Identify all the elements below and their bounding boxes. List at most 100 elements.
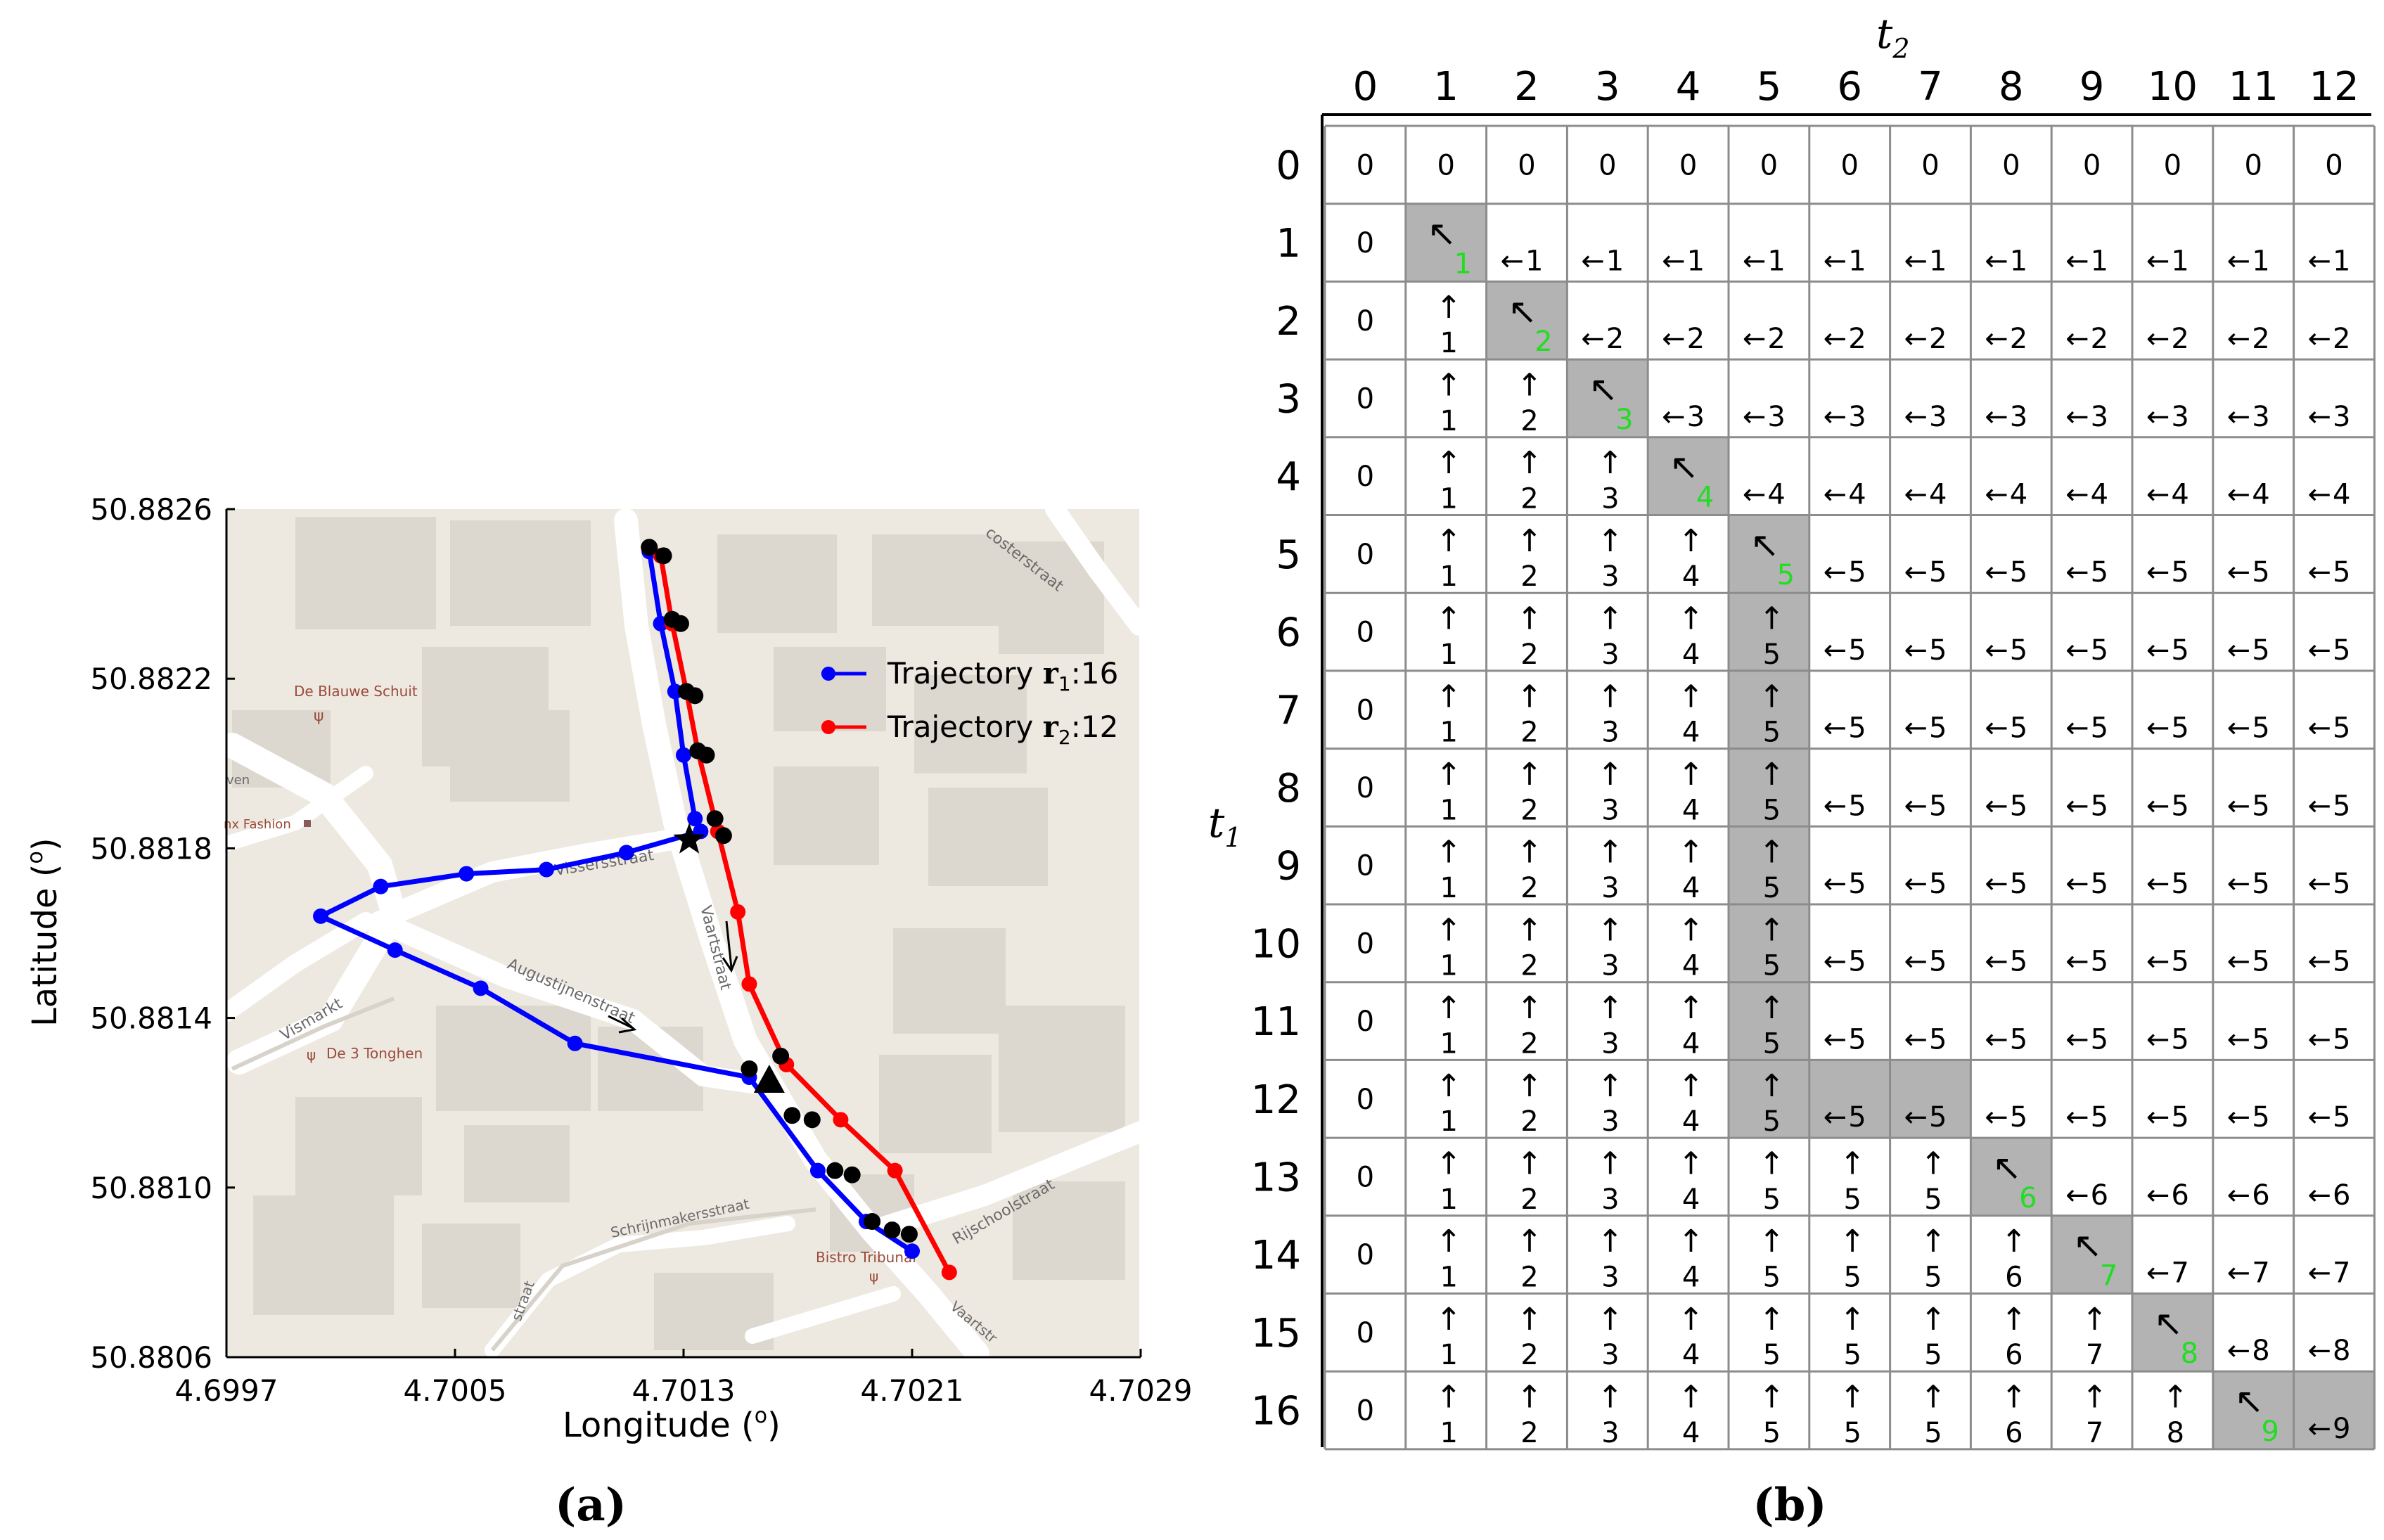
shaded-cell [1729,904,1809,982]
x-tick-label: 4.7005 [404,1373,507,1408]
cell-value: 2 [1520,1417,1538,1449]
left-arrow-icon: ← [2146,1023,2170,1055]
row-header-t1: 13 [1251,1155,1301,1200]
label-de-blauwe-schuit: De Blauwe Schuit [294,683,418,700]
diagonal-arrow-icon: ↖ [1508,291,1537,332]
cell-value: 7 [2252,1257,2269,1290]
cell-value: 4 [1696,482,1714,514]
row-header-t1: 16 [1251,1389,1301,1435]
left-arrow-icon: ← [1662,323,1686,355]
up-arrow-icon: ↑ [1597,1068,1623,1104]
up-arrow-icon: ↑ [1597,601,1623,637]
cell-value: 2 [1520,950,1538,982]
legend-entry-r1: Trajectory r1:16 [821,656,1118,695]
up-arrow-icon: ↑ [1597,1224,1623,1259]
cell-value: 1 [1440,1417,1457,1449]
left-arrow-icon: ← [2227,1179,2251,1212]
cell-value: 2 [1520,1105,1538,1138]
cell-value: 4 [1682,639,1700,671]
cell-value: 1 [1440,560,1457,593]
left-arrow-icon: ← [2307,1179,2331,1212]
left-arrow-icon: ← [1500,245,1524,277]
up-arrow-icon: ↑ [1840,1146,1866,1181]
row-header-t1: 5 [1276,532,1301,578]
matched-point [698,746,715,764]
cell-value: 0 [1357,227,1374,259]
left-arrow-icon: ← [2146,1179,2170,1212]
diagonal-arrow-icon: ↖ [1427,213,1456,254]
up-arrow-icon: ↑ [1436,1224,1462,1259]
up-arrow-icon: ↑ [1759,1068,1785,1104]
cell-value: 5 [2252,634,2269,667]
left-arrow-icon: ← [1743,323,1767,355]
cell-value: 7 [2333,1257,2350,1290]
left-arrow-icon: ← [1985,479,2008,511]
cell-value: 0 [2083,149,2101,181]
svg-text:Trajectory r1:16: Trajectory r1:16 [887,656,1118,695]
left-arrow-icon: ← [2146,634,2170,667]
cell-value: 4 [1682,717,1700,749]
cell-value: 0 [1357,1006,1374,1038]
matched-point [843,1166,861,1183]
cell-value: 9 [2333,1413,2350,1445]
cell-value: 1 [1454,248,1471,280]
column-header-t2: 10 [2148,64,2198,110]
cell-value: 0 [2325,149,2343,181]
cell-value: 0 [1921,149,1939,181]
up-arrow-icon: ↑ [2001,1380,2027,1416]
left-arrow-icon: ← [2227,1335,2251,1367]
left-arrow-icon: ← [1662,245,1686,277]
up-arrow-icon: ↑ [1759,1302,1785,1337]
shaded-cell [1729,515,1809,593]
matched-point [826,1162,844,1179]
direction-arrows [608,920,738,1034]
cell-value: 5 [2010,946,2027,978]
left-arrow-icon: ← [1985,946,2008,978]
cell-value: 7 [2100,1260,2117,1292]
restaurant-icon-2: ψ [307,1046,316,1063]
up-arrow-icon: ↑ [2001,1302,2027,1337]
cell-value: 5 [2252,556,2269,589]
cell-value: 4 [1682,1027,1700,1060]
cell-value: 5 [1843,1417,1861,1449]
shaded-cell [2293,1371,2375,1449]
map-minor-roads [231,996,816,1352]
up-arrow-icon: ↑ [1678,835,1704,871]
left-arrow-icon: ← [1985,712,2008,745]
left-arrow-icon: ← [1904,556,1928,589]
trajectory-line-r1 [318,551,914,1254]
row-header-t1: 11 [1251,999,1301,1045]
up-arrow-icon: ↑ [1840,1302,1866,1337]
trajectory-point-r2 [833,1112,849,1128]
up-arrow-icon: ↑ [1921,1380,1947,1416]
cell-value: 7 [2171,1257,2188,1290]
up-arrow-icon: ↑ [1436,757,1462,793]
up-arrow-icon: ↑ [1436,1302,1462,1337]
cell-value: 1 [1440,1183,1457,1216]
up-arrow-icon: ↑ [1436,679,1462,714]
left-arrow-icon: ← [1904,946,1928,978]
cell-value: 4 [2010,479,2027,511]
cell-value: 0 [2164,149,2181,181]
cell-value: 0 [1357,539,1374,571]
cell-value: 0 [1357,149,1374,181]
cell-value: 3 [2091,401,2108,433]
cell-value: 2 [1520,639,1538,671]
left-arrow-icon: ← [2307,790,2331,822]
up-arrow-icon: ↑ [1597,835,1623,871]
cell-value: 3 [2010,401,2027,433]
y-axis-label: Latitude (o) [23,838,65,1027]
cell-value: 5 [2091,946,2108,978]
left-arrow-icon: ← [2307,401,2331,433]
cell-value: 8 [2333,1335,2350,1367]
cell-value: 5 [2333,868,2350,900]
label-de-3-tonghen: De 3 Tonghen [326,1045,423,1062]
cell-value: 2 [1848,323,1866,355]
cell-value: 3 [1848,401,1866,433]
cell-value: 5 [2252,1023,2269,1055]
left-arrow-icon: ← [1904,1023,1928,1055]
cell-value: 5 [1777,559,1795,591]
up-arrow-icon: ↑ [1921,1146,1947,1181]
up-arrow-icon: ↑ [1759,912,1785,948]
star-marker [673,823,705,854]
